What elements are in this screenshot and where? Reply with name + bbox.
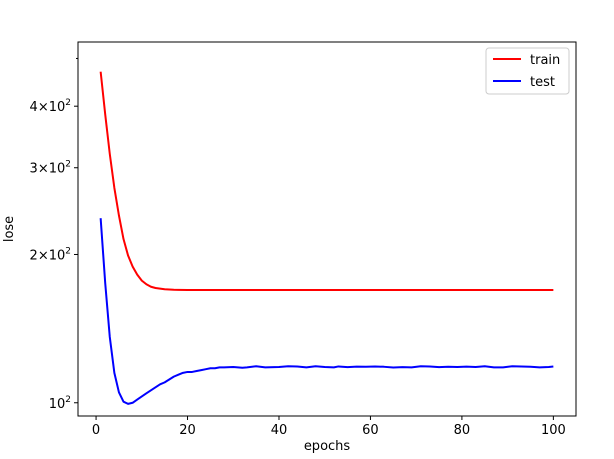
x-axis-label: epochs (304, 439, 351, 454)
ticks-layer: 0 20 40 60 80 100 102 2×102 3×102 4×102 (30, 57, 566, 438)
y-tick-label: 3×102 (30, 160, 71, 177)
y-tick-label: 102 (49, 395, 71, 412)
legend-label-test: test (530, 75, 555, 90)
y-tick-label: 2×102 (30, 246, 71, 263)
x-tick-label: 40 (271, 423, 288, 438)
series-layer (99, 71, 554, 405)
x-tick-label: 80 (454, 423, 471, 438)
series-line-train (99, 71, 554, 291)
legend: train test (485, 47, 570, 95)
y-axis-label: lose (2, 216, 17, 242)
plot-frame (77, 41, 577, 417)
y-tick-label: 4×102 (30, 98, 71, 115)
legend-label-train: train (530, 53, 560, 68)
x-tick-label: 60 (362, 423, 379, 438)
series-line-test (99, 218, 554, 405)
x-tick-label: 20 (179, 423, 196, 438)
x-tick-label: 100 (541, 423, 566, 438)
plot-area (78, 42, 576, 416)
x-tick-label: 0 (92, 423, 100, 438)
